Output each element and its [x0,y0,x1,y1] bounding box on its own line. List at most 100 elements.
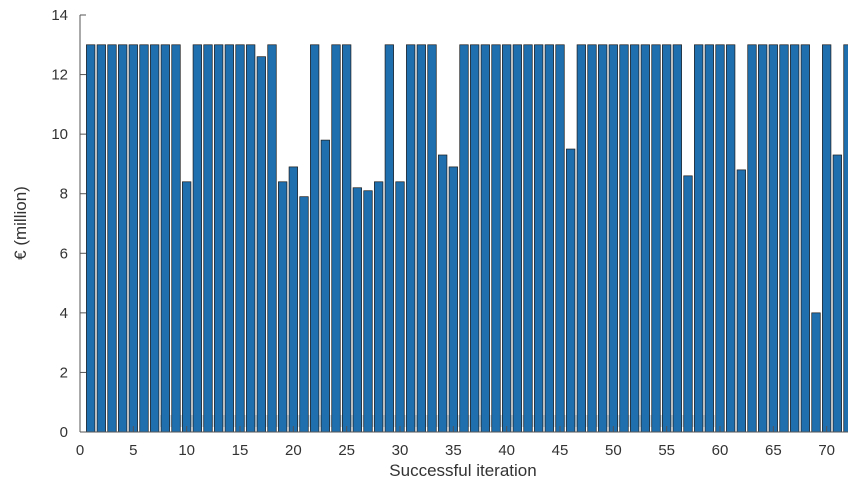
bar-33 [427,44,437,433]
bar-22 [310,44,320,433]
bar-9 [171,44,181,433]
x-tick-label: 0 [76,442,84,459]
bar-56 [672,44,682,433]
bar-47 [576,44,586,433]
bar-41 [512,44,522,433]
bar-65 [768,44,778,433]
y-tick-label: 4 [60,305,68,322]
bar-5 [128,44,138,433]
bar-10 [182,181,192,433]
bar-38 [480,44,490,433]
bar-15 [235,44,245,433]
bar-54 [651,44,661,433]
x-ticks-group: 0 5 10 15 20 25 30 35 40 45 50 55 60 65 70 [76,426,835,459]
bar-30 [395,181,405,433]
bar-1 [86,44,96,433]
x-tick-label: 35 [445,442,462,459]
bar-32 [416,44,426,433]
x-tick-label: 60 [712,442,729,459]
bar-16 [246,44,256,433]
bar-12 [203,44,213,433]
bar-31 [406,44,416,433]
x-tick-label: 15 [232,442,249,459]
x-tick-label: 70 [818,442,835,459]
bar-17 [256,56,266,433]
x-tick-label: 45 [552,442,569,459]
bar-69 [811,312,821,433]
x-tick-label: 55 [658,442,675,459]
x-tick-label: 20 [285,442,302,459]
x-axis-title: Successful iteration [389,461,536,480]
y-tick-label: 0 [60,424,68,441]
bar-57 [683,175,693,433]
bar-19 [278,181,288,433]
bar-52 [630,44,640,433]
bar-68 [800,44,810,433]
bar-25 [342,44,352,433]
bar-23 [320,139,330,433]
x-tick-label: 10 [178,442,195,459]
y-tick-label: 8 [60,186,68,203]
x-tick-label: 50 [605,442,622,459]
bar-66 [779,44,789,433]
bar-71 [832,154,842,433]
bar-45 [555,44,565,433]
bar-20 [288,166,298,433]
bar-24 [331,44,341,433]
bar-34 [438,154,448,433]
y-axis-title: € (million) [11,186,30,260]
bar-36 [459,44,469,433]
bar-58 [694,44,704,433]
bar-53 [640,44,650,433]
bar-13 [214,44,224,433]
bar-39 [491,44,501,433]
bar-35 [448,166,458,433]
x-tick-label: 40 [498,442,515,459]
bar-7 [150,44,160,433]
bar-43 [534,44,544,433]
bar-59 [704,44,714,433]
bar-8 [160,44,170,433]
bar-18 [267,44,277,433]
bar-67 [790,44,800,433]
y-tick-label: 14 [51,7,68,24]
bar-4 [118,44,128,433]
bar-63 [747,44,757,433]
bar-29 [384,44,394,433]
y-tick-label: 2 [60,364,68,381]
bar-28 [374,181,384,433]
bar-70 [822,44,832,433]
watermark [160,415,715,427]
bar-11 [192,44,202,433]
bars-group [86,44,848,433]
bar-61 [726,44,736,433]
bar-51 [619,44,629,433]
bar-6 [139,44,149,433]
bar-64 [758,44,768,433]
bar-26 [352,187,362,433]
y-tick-label: 10 [51,126,68,143]
bar-37 [470,44,480,433]
bar-62 [736,169,746,433]
bar-2 [96,44,106,433]
x-tick-label: 30 [392,442,409,459]
bar-3 [107,44,117,433]
bar-72 [843,44,848,433]
bar-50 [608,44,618,433]
bar-42 [523,44,533,433]
bar-55 [662,44,672,433]
y-ticks-group: 0 2 4 6 8 10 12 14 [51,7,86,441]
x-tick-label: 25 [338,442,355,459]
bar-48 [587,44,597,433]
bar-27 [363,190,373,433]
bar-44 [544,44,554,433]
y-tick-label: 6 [60,245,68,262]
bar-21 [299,196,309,433]
x-tick-label: 65 [765,442,782,459]
bar-60 [715,44,725,433]
x-tick-label: 5 [129,442,137,459]
bar-14 [224,44,234,433]
bar-46 [566,148,576,433]
bar-49 [598,44,608,433]
